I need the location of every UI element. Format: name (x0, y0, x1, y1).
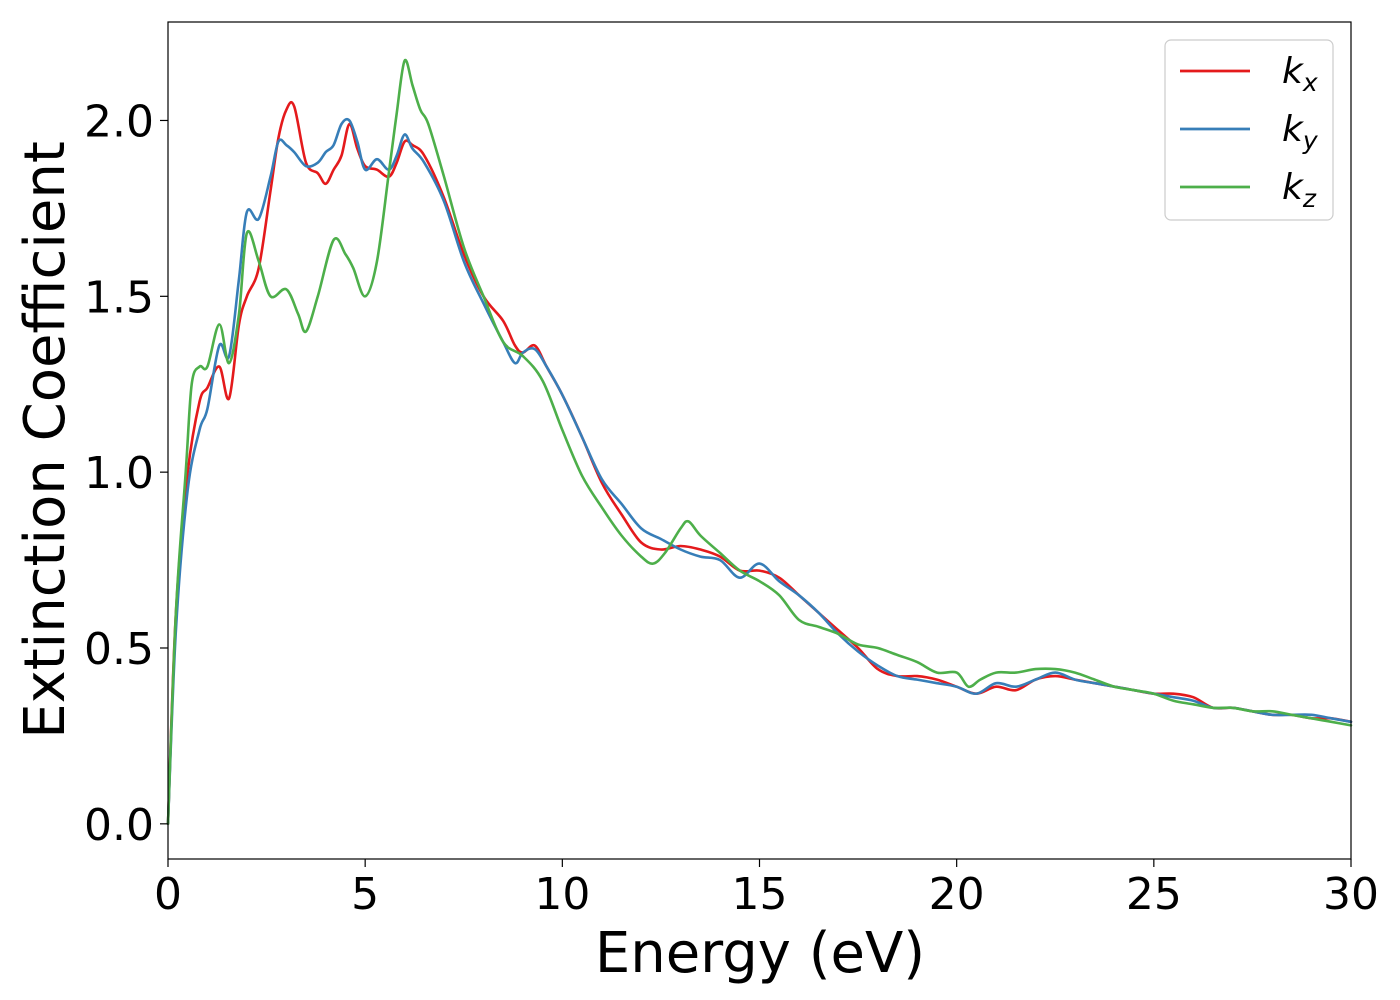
y-tick-label: 0.5 (84, 624, 154, 675)
plot-area (168, 22, 1351, 859)
legend: kx ky kz (1164, 39, 1334, 221)
y-axis-title: Extinction Coefficient (13, 141, 78, 739)
y-tick-label: 0.0 (84, 800, 154, 851)
series-line-k-y (166, 117, 1353, 826)
x-tick-label: 30 (1323, 869, 1379, 920)
x-tick-label: 25 (1126, 869, 1182, 920)
y-axis: 0.0 0.5 1.0 1.5 2.0 (84, 96, 168, 851)
y-tick-label: 1.5 (84, 272, 154, 323)
y-tick-label: 1.0 (84, 448, 154, 499)
legend-label-k-x: kx (1282, 51, 1318, 97)
series-layer (166, 58, 1353, 826)
x-tick-label: 10 (534, 869, 590, 920)
x-tick-label: 15 (732, 869, 788, 920)
x-axis: 0 5 10 15 20 25 30 (154, 859, 1379, 920)
legend-label-k-z: kz (1282, 167, 1317, 213)
legend-label-k-y: ky (1282, 109, 1319, 155)
y-tick-label: 2.0 (84, 96, 154, 147)
x-tick-label: 5 (351, 869, 379, 920)
x-axis-title: Energy (eV) (595, 921, 925, 986)
series-line-k-z (166, 58, 1353, 826)
x-tick-label: 20 (929, 869, 985, 920)
x-tick-label: 0 (154, 869, 182, 920)
